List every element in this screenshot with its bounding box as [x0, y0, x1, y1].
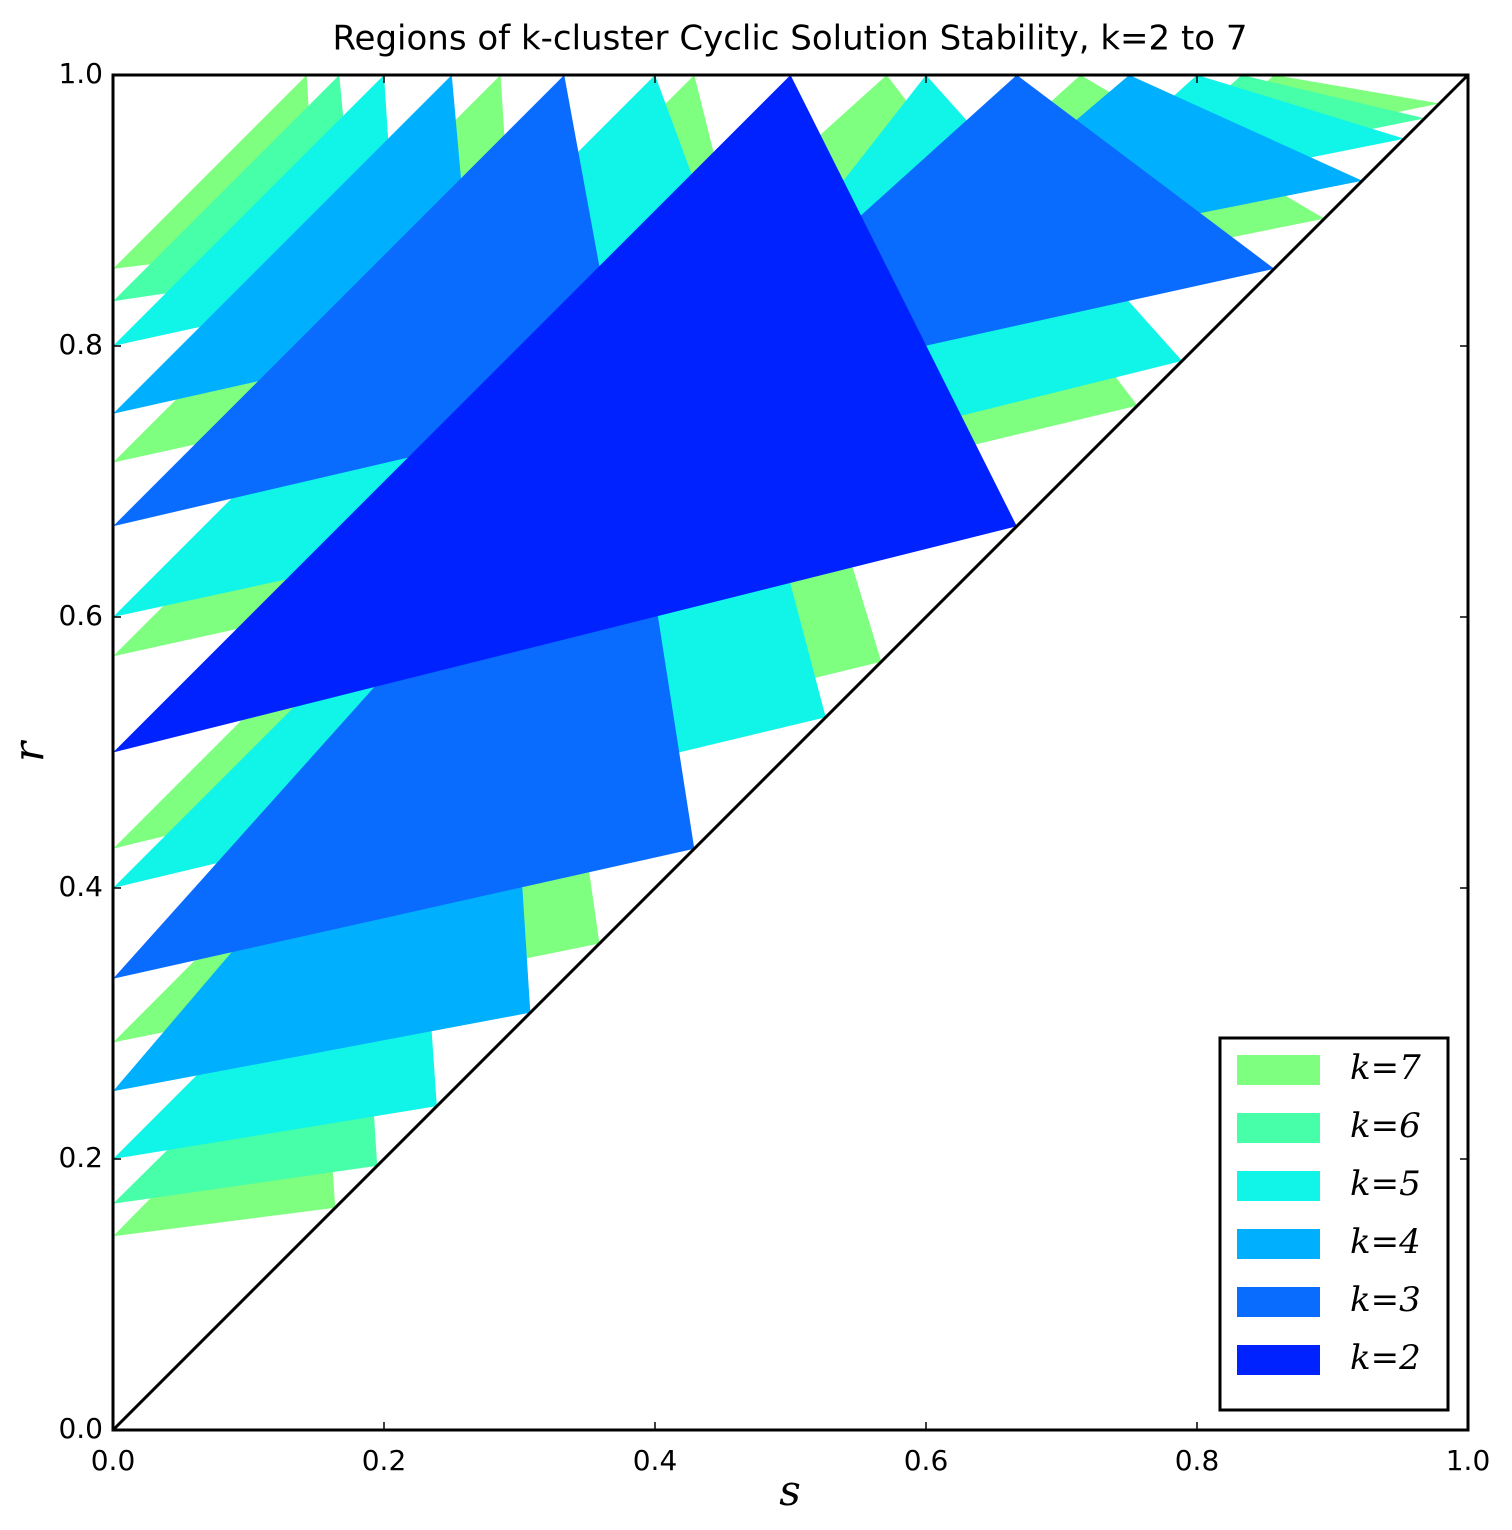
legend-swatch [1237, 1345, 1320, 1375]
legend-swatch [1237, 1287, 1320, 1317]
legend-label: k=6 [1350, 1106, 1421, 1146]
y-axis-label: r [4, 739, 53, 762]
legend-label: k=7 [1350, 1048, 1421, 1088]
legend-label: k=4 [1350, 1222, 1421, 1262]
y-tick-label: 1.0 [58, 57, 103, 90]
legend-label: k=5 [1350, 1164, 1421, 1204]
legend-swatch [1237, 1113, 1320, 1143]
y-tick-label: 0.2 [58, 1141, 103, 1174]
x-tick-label: 0.8 [1175, 1444, 1220, 1477]
y-tick-label: 0.6 [58, 599, 103, 632]
x-tick-label: 0.2 [362, 1444, 407, 1477]
diagonal-line [111, 73, 1470, 1432]
y-tick-label: 0.8 [58, 328, 103, 361]
legend-label: k=2 [1350, 1338, 1421, 1378]
x-tick-label: 0.4 [633, 1444, 678, 1477]
x-tick-label: 0.0 [91, 1444, 136, 1477]
legend-swatch [1237, 1229, 1320, 1259]
legend: k=7 k=6 k=5 k=4 k=3 k=2 [1218, 1036, 1450, 1412]
y-tick-label: 0.0 [58, 1412, 103, 1445]
x-tick-label: 0.6 [904, 1444, 949, 1477]
legend-swatch [1237, 1171, 1320, 1201]
x-axis-label: s [779, 1466, 801, 1515]
chart-title: Regions of k-cluster Cyclic Solution Sta… [332, 19, 1247, 59]
legend-swatch [1237, 1055, 1320, 1085]
y-tick-label: 0.4 [58, 870, 103, 903]
plot-frame [111, 73, 1470, 1432]
legend-label: k=3 [1350, 1280, 1421, 1320]
region [113, 75, 1017, 753]
x-tick-label: 1.0 [1446, 1444, 1491, 1477]
